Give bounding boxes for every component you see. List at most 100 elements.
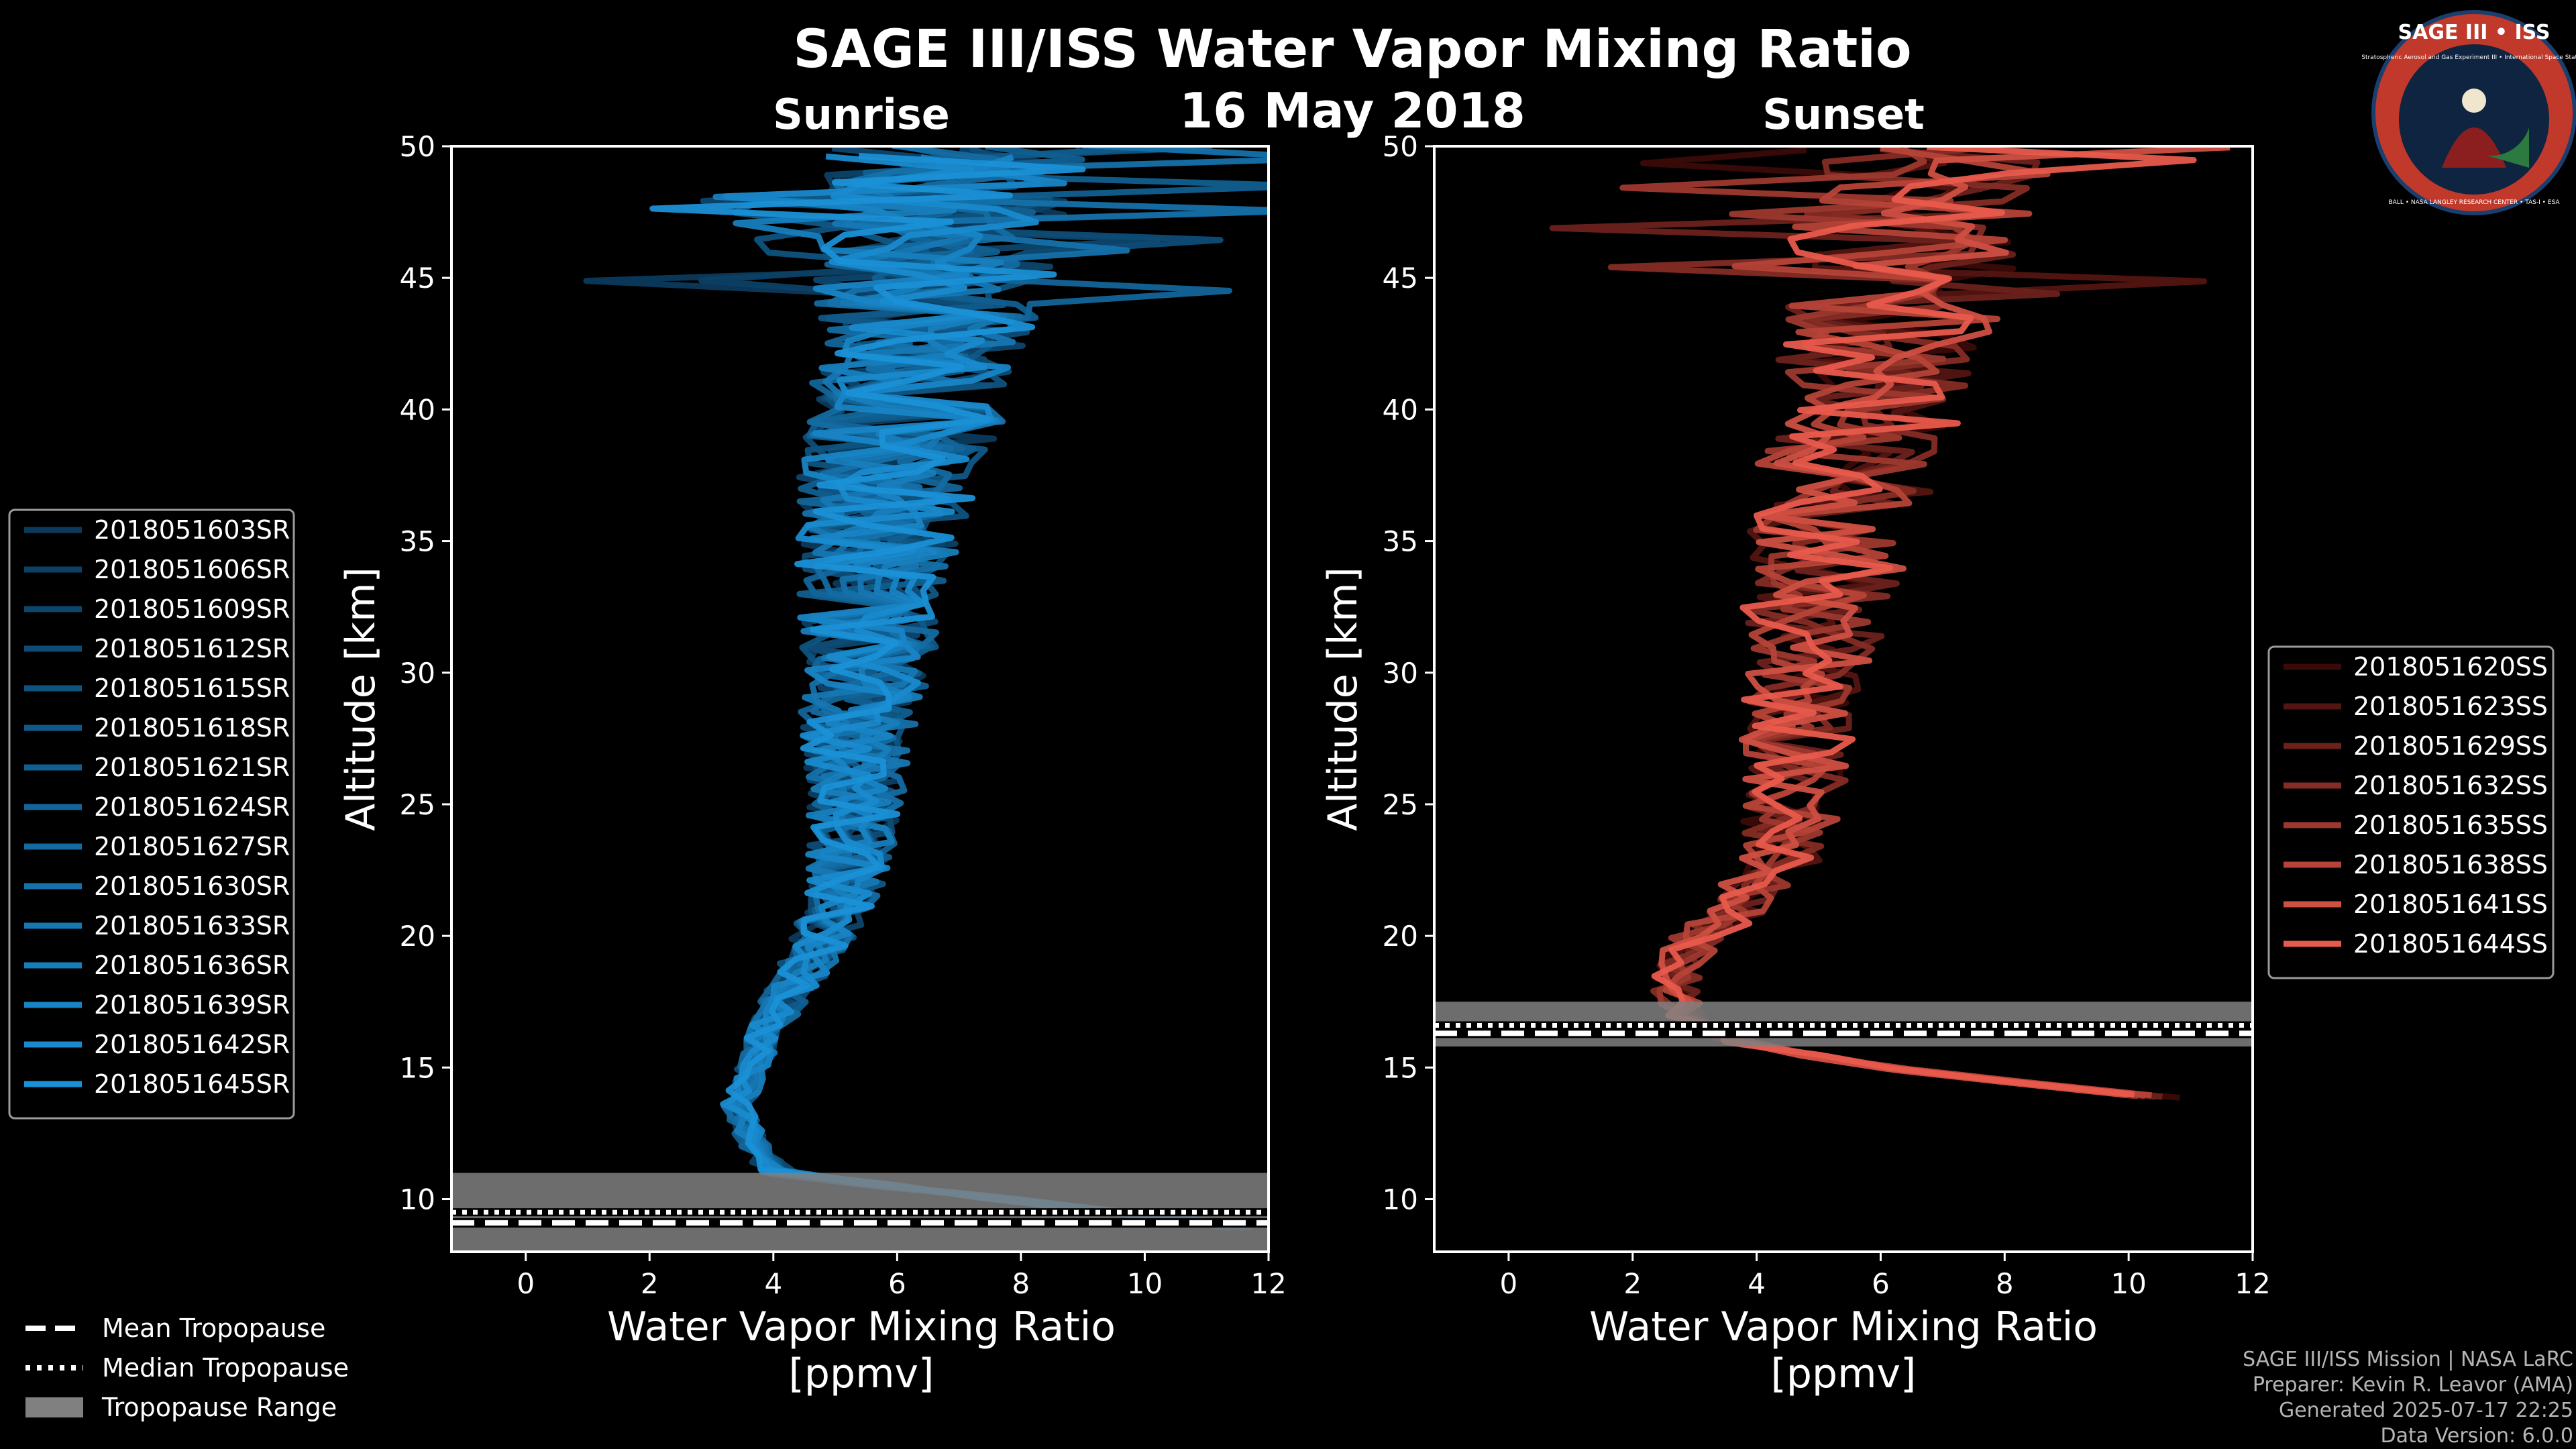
legend-tropopause-label: Mean Tropopause — [102, 1313, 325, 1343]
logo-text: SAGE III • ISS — [2398, 21, 2551, 44]
sunset-xlabel-units: [ppmv] — [1771, 1350, 1917, 1397]
sunset-legend-label: 2018051638SS — [2353, 850, 2548, 879]
sunrise-legend-label: 2018051627SR — [94, 832, 290, 861]
sunset-xlabel: Water Vapor Mixing Ratio — [1589, 1303, 2098, 1350]
sunset-legend-label: 2018051632SS — [2353, 771, 2548, 800]
sunset-legend-label: 2018051641SS — [2353, 890, 2548, 919]
sunrise-ticks: 0 2 4 6 8 10 12 10 15 20 25 30 35 40 45 50 — [400, 130, 1287, 1300]
sunrise-xtick-label: 8 — [1012, 1267, 1030, 1300]
sunset-ytick-label: 45 — [1383, 262, 1418, 294]
sunrise-legend-label: 2018051636SR — [94, 951, 290, 980]
sunrise-ytick-label: 40 — [400, 393, 435, 426]
sunset-ticks: 0 2 4 6 8 10 12 10 15 20 25 30 35 40 45 50 — [1383, 130, 2271, 1300]
sunrise-legend-label: 2018051612SR — [94, 634, 290, 663]
sunset-xtick-label: 10 — [2110, 1267, 2146, 1300]
sunrise-legend-label: 2018051633SR — [94, 911, 290, 941]
sunset-xtick-label: 6 — [1872, 1267, 1890, 1300]
sunset-legend-label: 2018051644SS — [2353, 929, 2548, 959]
legend-range-swatch — [25, 1397, 83, 1417]
sunrise-ytick-label: 25 — [400, 788, 435, 821]
sage-iii-iss-logo: SAGE III • ISS Stratospheric Aerosol and… — [2361, 10, 2576, 215]
sunset-panel-title: Sunset — [1762, 90, 1925, 139]
sunrise-ytick-label: 15 — [400, 1051, 435, 1084]
figure-title: SAGE III/ISS Water Vapor Mixing Ratio — [793, 19, 1911, 80]
sunrise-ytick-label: 10 — [400, 1183, 435, 1216]
sunrise-xtick-label: 2 — [641, 1267, 659, 1300]
profile-line-2018051632SS — [1607, 146, 2139, 1099]
logo-ring-text: BALL • NASA LANGLEY RESEARCH CENTER • TA… — [2388, 199, 2560, 206]
sunset-legend-label: 2018051635SS — [2353, 810, 2548, 840]
sunset-ytick-label: 40 — [1383, 393, 1418, 426]
sunset-xtick-label: 2 — [1623, 1267, 1642, 1300]
sunrise-ytick-label: 35 — [400, 525, 435, 558]
sunrise-legend-label: 2018051618SR — [94, 713, 290, 743]
sunrise-panel-title: Sunrise — [773, 90, 950, 139]
sunrise-legend-label: 2018051645SR — [94, 1069, 290, 1099]
logo-head-icon — [2462, 89, 2486, 113]
credit-preparer: Preparer: Kevin R. Leavor (AMA) — [2253, 1373, 2573, 1397]
sunset-ytick-label: 30 — [1383, 657, 1418, 690]
legend-tropopause-label: Tropopause Range — [101, 1393, 337, 1422]
figure-date: 16 May 2018 — [1179, 83, 1525, 139]
profile-line-2018051641SS — [1658, 146, 2231, 1098]
sunrise-plot: 0 2 4 6 8 10 12 10 15 20 25 30 35 40 45 50 Water Vapor … — [337, 130, 1287, 1397]
sunrise-profiles — [583, 146, 1269, 1232]
sunset-legend-label: 2018051620SS — [2353, 652, 2548, 682]
sunrise-legend-label: 2018051606SR — [94, 555, 290, 584]
sunrise-ytick-label: 45 — [400, 262, 435, 294]
sunset-profiles — [1549, 146, 2231, 1101]
sunset-xtick-label: 0 — [1500, 1267, 1518, 1300]
sunrise-legend-label: 2018051639SR — [94, 990, 290, 1020]
sunset-ytick-label: 35 — [1383, 525, 1418, 558]
sunset-legend-label: 2018051629SS — [2353, 731, 2548, 761]
sunrise-xtick-label: 4 — [764, 1267, 782, 1300]
sunset-axes-frame — [1433, 145, 2254, 1253]
sunrise-xlabel-units: [ppmv] — [789, 1350, 934, 1397]
profile-line-2018051638SS — [1662, 146, 2152, 1099]
sunrise-ylabel: Altitude [km] — [337, 567, 384, 831]
sunset-legend-label: 2018051623SS — [2353, 692, 2548, 721]
sunrise-legend-label: 2018051603SR — [94, 515, 290, 545]
sunrise-legend-label: 2018051615SR — [94, 674, 290, 703]
sunrise-ytick-label: 30 — [400, 657, 435, 690]
sunset-ylabel: Altitude [km] — [1320, 567, 1366, 831]
sunrise-xtick-label: 10 — [1127, 1267, 1163, 1300]
credit-mission: SAGE III/ISS Mission | NASA LaRC — [2243, 1348, 2573, 1371]
logo-subtext: Stratospheric Aerosol and Gas Experiment… — [2361, 54, 2576, 61]
sunrise-ytick-label: 50 — [400, 130, 435, 163]
sunrise-xlabel: Water Vapor Mixing Ratio — [607, 1303, 1116, 1350]
sunset-ytick-label: 25 — [1383, 788, 1418, 821]
profile-line-2018051644SS — [1651, 146, 2197, 1098]
sunrise-legend-label: 2018051621SR — [94, 753, 290, 782]
sunrise-legend-label: 2018051624SR — [94, 792, 290, 822]
credit-data-version: Data Version: 6.0.0 — [2381, 1424, 2573, 1448]
sunset-ytick-label: 15 — [1383, 1051, 1418, 1084]
profile-line-2018051635SS — [1619, 146, 2145, 1099]
sunrise-xtick-label: 6 — [888, 1267, 906, 1300]
sunset-xtick-label: 12 — [2235, 1267, 2270, 1300]
sunset-plot: 0 2 4 6 8 10 12 10 15 20 25 30 35 40 45 50 Water Vapor … — [1320, 130, 2271, 1397]
sunrise-xtick-label: 0 — [517, 1267, 535, 1300]
credit-generated: Generated 2025-07-17 22:25 — [2279, 1399, 2573, 1422]
sunset-tropopause — [1434, 1002, 2253, 1046]
logo-earth-icon — [2487, 127, 2529, 168]
profile-line-2018051645SR — [649, 153, 1201, 1226]
sunset-xtick-label: 8 — [1996, 1267, 2014, 1300]
sunrise-ytick-label: 20 — [400, 920, 435, 953]
logo-figure-icon — [2442, 127, 2506, 168]
sunset-ytick-label: 50 — [1383, 130, 1418, 163]
sunrise-tropopause — [451, 1173, 1269, 1252]
sunset-xtick-label: 4 — [1748, 1267, 1766, 1300]
tropopause-legend: Mean Tropopause Median Tropopause Tropopau… — [25, 1313, 349, 1422]
sunrise-legend: 2018051603SR 2018051606SR 2018051609SR 2018… — [8, 508, 295, 1120]
sunrise-xtick-label: 12 — [1250, 1267, 1286, 1300]
sunset-legend-box — [2267, 645, 2555, 979]
sunset-ytick-label: 10 — [1383, 1183, 1418, 1216]
sunrise-legend-label: 2018051609SR — [94, 594, 290, 624]
sunset-ytick-label: 20 — [1383, 920, 1418, 953]
legend-tropopause-label: Median Tropopause — [102, 1353, 349, 1383]
sunset-legend: 2018051620SS 2018051623SS 2018051629SS 2018… — [2267, 645, 2555, 979]
sunrise-axes-frame — [450, 145, 1270, 1253]
logo-disc — [2399, 44, 2549, 195]
